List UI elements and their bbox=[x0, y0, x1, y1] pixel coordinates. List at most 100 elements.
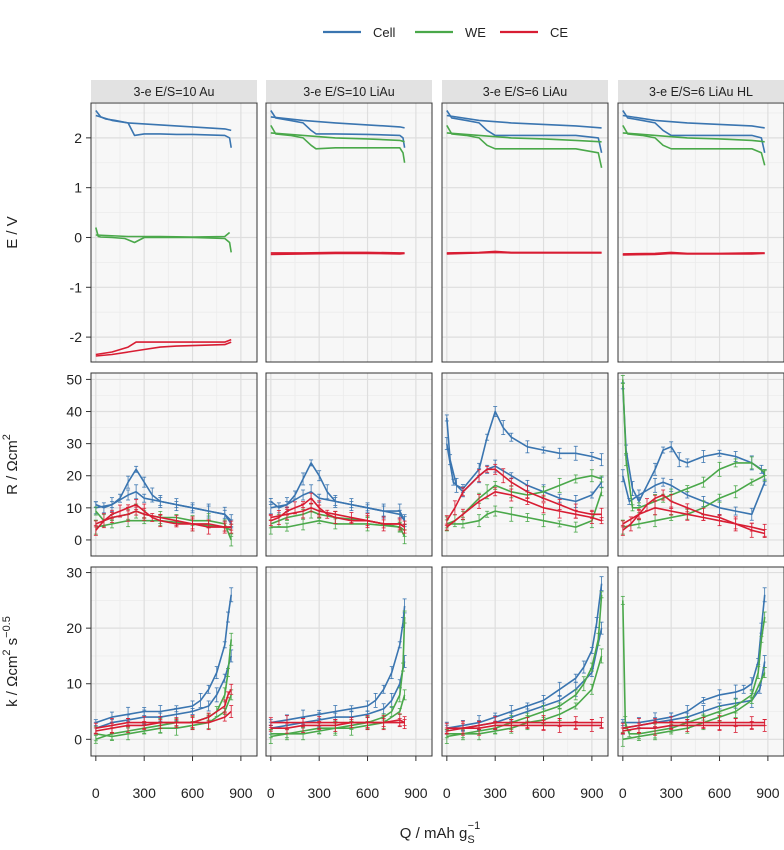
strip-label-3: 3-e E/S=6 LiAu HL bbox=[649, 85, 753, 99]
panel-background bbox=[266, 103, 432, 362]
panel-R-1 bbox=[265, 372, 433, 557]
panel-E-3 bbox=[617, 102, 784, 363]
panel-border bbox=[265, 102, 433, 363]
series-we-line bbox=[95, 694, 232, 738]
y-tick-label: 0 bbox=[74, 229, 82, 245]
legend-label-cell: Cell bbox=[373, 25, 396, 40]
panel-border bbox=[265, 372, 433, 557]
strip-label-0: 3-e E/S=10 Au bbox=[134, 85, 215, 99]
x-tick-label: 600 bbox=[181, 785, 205, 801]
series-we-line bbox=[95, 231, 231, 238]
x-tick-label: 0 bbox=[619, 785, 627, 801]
series-ce-line bbox=[270, 251, 405, 254]
series-ce-line bbox=[95, 341, 232, 357]
y-tick-label: 50 bbox=[66, 371, 82, 387]
panel-R-2 bbox=[441, 372, 609, 557]
axis-titles: Q / mAh gS−1 E / V R / Ωcm2 k / Ωcm2 s−0.5 bbox=[1, 216, 480, 846]
legend-label-we: WE bbox=[465, 25, 486, 40]
x-tick-label: 300 bbox=[308, 785, 332, 801]
series-we-line bbox=[622, 125, 766, 166]
panel-background bbox=[618, 373, 784, 556]
series-cell-line bbox=[95, 114, 232, 132]
panel-border bbox=[90, 566, 258, 757]
y-tick-label: 10 bbox=[66, 676, 82, 692]
series-cell-line bbox=[446, 114, 602, 129]
strip-0 bbox=[91, 80, 257, 102]
y-tick-label: 1 bbox=[74, 180, 82, 196]
y-tick-label: 0 bbox=[74, 731, 82, 747]
y-tick-label: 30 bbox=[66, 436, 82, 452]
x-tick-label: 300 bbox=[133, 785, 157, 801]
x-tick-label: 600 bbox=[356, 785, 380, 801]
y-tick-label: -1 bbox=[70, 279, 83, 295]
series-ce-line bbox=[622, 724, 765, 732]
series-ce-line bbox=[446, 468, 602, 522]
series-cell-line bbox=[622, 114, 765, 129]
x-tick-label: 0 bbox=[267, 785, 275, 801]
x-tick-label: 900 bbox=[756, 785, 780, 801]
y-axis-title-R: R / Ωcm2 bbox=[1, 434, 21, 495]
panel-E-0 bbox=[90, 102, 258, 363]
panel-border bbox=[617, 372, 784, 557]
series-we-line bbox=[270, 125, 406, 163]
x-tick-label: 0 bbox=[443, 785, 451, 801]
x-tick-label: 600 bbox=[708, 785, 732, 801]
panel-R-0 bbox=[90, 372, 258, 557]
panel-E-1 bbox=[265, 102, 433, 363]
strip-3 bbox=[618, 80, 784, 102]
y-tick-label: 20 bbox=[66, 468, 82, 484]
panel-border bbox=[265, 566, 433, 757]
x-tick-label: 900 bbox=[580, 785, 604, 801]
panel-background bbox=[266, 373, 432, 556]
panel-E-2 bbox=[441, 102, 609, 363]
panel-k-0 bbox=[90, 566, 258, 757]
y-axis-title-k: k / Ωcm2 s−0.5 bbox=[1, 616, 21, 707]
series-cell-line bbox=[270, 116, 405, 129]
panel-background bbox=[91, 373, 257, 556]
panel-background bbox=[442, 103, 608, 362]
panel-border bbox=[617, 102, 784, 363]
x-axes: 0 300 600 900 0 300 600 900 0 300 600 900 0 300 600 900 bbox=[92, 756, 780, 801]
panel-border bbox=[441, 566, 609, 757]
panel-border bbox=[441, 102, 609, 363]
y-tick-label: 10 bbox=[66, 500, 82, 516]
y-axis-title-E: E / V bbox=[4, 216, 21, 249]
series-we-line bbox=[446, 125, 603, 168]
strip-label-2: 3-e E/S=6 LiAu bbox=[483, 85, 567, 99]
y-tick-label: 2 bbox=[74, 130, 82, 146]
panel-border bbox=[441, 372, 609, 557]
series-we-line bbox=[622, 132, 765, 143]
panel-border bbox=[617, 566, 784, 757]
panel-border bbox=[90, 372, 258, 557]
x-axis-title: Q / mAh gS−1 bbox=[400, 820, 480, 846]
panel-k-2 bbox=[441, 566, 609, 757]
strip-1 bbox=[266, 80, 432, 102]
series-ce-line bbox=[95, 338, 232, 356]
series-we-line bbox=[622, 600, 766, 735]
series-we-line bbox=[446, 132, 602, 143]
series-we-line bbox=[270, 132, 405, 143]
panel-background bbox=[618, 103, 784, 362]
series-we-line bbox=[270, 694, 406, 738]
legend-label-ce: CE bbox=[550, 25, 568, 40]
strip-2 bbox=[442, 80, 608, 102]
panel-k-3 bbox=[617, 566, 784, 757]
facet-panels bbox=[90, 102, 784, 757]
legend: Cell WE CE bbox=[323, 25, 568, 40]
series-ce-line bbox=[622, 506, 765, 532]
panel-k-1 bbox=[265, 566, 433, 757]
y-tick-label: 20 bbox=[66, 620, 82, 636]
series-ce-line bbox=[622, 251, 765, 255]
series-we-line bbox=[270, 519, 406, 531]
series-cell-line bbox=[270, 110, 406, 148]
series-ce-line bbox=[270, 721, 405, 730]
y-tick-label: 40 bbox=[66, 404, 82, 420]
series-cell-line bbox=[622, 110, 766, 153]
panel-R-3 bbox=[617, 372, 784, 557]
panel-border bbox=[90, 102, 258, 363]
series-we-line bbox=[270, 616, 406, 735]
series-ce-line bbox=[270, 719, 405, 724]
series-ce-line bbox=[270, 252, 405, 256]
series-ce-line bbox=[622, 721, 765, 729]
strip-label-1: 3-e E/S=10 LiAu bbox=[303, 85, 394, 99]
